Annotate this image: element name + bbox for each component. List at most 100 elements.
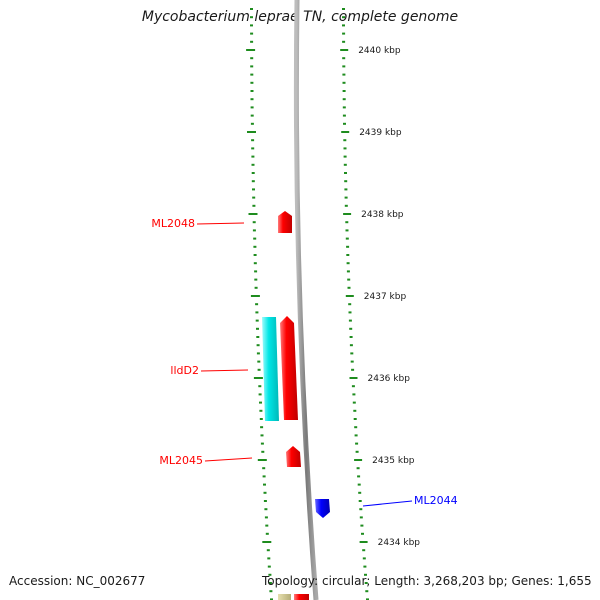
inner-minor-tick xyxy=(263,500,267,502)
inner-minor-tick xyxy=(250,40,254,43)
outer-minor-tick xyxy=(343,147,347,150)
inner-tick-track xyxy=(246,8,273,600)
outer-minor-tick xyxy=(342,106,346,109)
inner-minor-tick xyxy=(266,549,270,552)
inner-minor-tick xyxy=(259,409,263,412)
outer-minor-tick xyxy=(342,32,346,35)
outer-minor-tick xyxy=(342,57,346,60)
inner-minor-tick xyxy=(250,81,254,84)
label-ml2048[interactable]: ML2048 xyxy=(151,217,195,230)
label-ml2044[interactable]: ML2044 xyxy=(414,494,458,507)
inner-minor-tick xyxy=(250,16,253,19)
outer-minor-tick xyxy=(343,155,347,158)
inner-minor-tick xyxy=(250,24,253,27)
ruler-label: 2440 kbp xyxy=(358,46,401,56)
inner-minor-tick xyxy=(250,122,254,125)
outer-minor-tick xyxy=(359,508,363,511)
outer-minor-tick xyxy=(344,180,348,183)
inner-minor-tick xyxy=(256,336,260,338)
outer-minor-tick xyxy=(358,491,362,494)
outer-minor-tick xyxy=(348,311,352,314)
outer-minor-tick xyxy=(351,368,355,371)
inner-minor-tick xyxy=(251,155,255,158)
inner-minor-tick xyxy=(250,73,254,76)
outer-minor-tick xyxy=(352,401,356,404)
outer-minor-tick xyxy=(365,590,369,593)
inner-minor-tick xyxy=(255,303,259,306)
inner-minor-tick xyxy=(258,393,262,396)
inner-minor-tick xyxy=(252,188,255,191)
outer-minor-tick xyxy=(342,114,346,117)
feature-ml2044[interactable] xyxy=(315,499,330,518)
inner-minor-tick xyxy=(269,590,273,593)
outer-minor-tick xyxy=(357,483,361,486)
map-title: Mycobacterium leprae TN, complete genome xyxy=(141,9,459,25)
feature-lldd2[interactable] xyxy=(280,316,298,420)
inner-minor-tick xyxy=(263,483,266,486)
outer-minor-tick xyxy=(342,73,346,76)
outer-minor-tick xyxy=(346,262,350,265)
inner-minor-tick xyxy=(257,368,261,371)
inner-minor-tick xyxy=(253,237,257,240)
inner-minor-tick xyxy=(254,286,258,289)
inner-minor-tick xyxy=(251,163,255,166)
ruler-label: 2438 kbp xyxy=(361,210,404,220)
inner-minor-tick xyxy=(262,475,266,478)
inner-minor-tick xyxy=(259,401,262,404)
inner-minor-tick xyxy=(252,196,256,199)
outer-minor-tick xyxy=(349,336,353,338)
inner-minor-tick xyxy=(251,147,255,150)
inner-minor-tick xyxy=(260,434,264,437)
label-ml2045[interactable]: ML2045 xyxy=(159,454,203,467)
outer-minor-tick xyxy=(347,278,351,281)
leader-ml2048 xyxy=(196,222,245,225)
feature-ml2045[interactable] xyxy=(286,446,301,467)
inner-minor-tick xyxy=(256,327,259,330)
inner-minor-tick xyxy=(257,360,261,363)
inner-minor-tick xyxy=(250,106,254,109)
ruler-label: 2436 kbp xyxy=(368,374,411,384)
outer-minor-tick xyxy=(362,557,366,560)
outer-minor-tick xyxy=(342,65,346,68)
inner-minor-tick xyxy=(259,418,263,420)
inner-minor-tick xyxy=(250,90,254,92)
label-lldd2[interactable]: lldD2 xyxy=(170,364,199,377)
inner-major-tick xyxy=(262,541,272,543)
feature-ml2048[interactable] xyxy=(278,211,292,233)
feature-cyan-block[interactable] xyxy=(262,317,279,421)
inner-minor-tick xyxy=(250,32,254,35)
inner-minor-tick xyxy=(264,516,268,519)
inner-minor-tick xyxy=(253,254,257,256)
inner-minor-tick xyxy=(258,385,262,388)
outer-minor-tick xyxy=(358,500,362,502)
inner-minor-tick xyxy=(252,221,256,224)
outer-minor-tick xyxy=(343,122,346,125)
outer-major-tick xyxy=(349,377,358,379)
inner-minor-tick xyxy=(250,57,254,60)
inner-minor-tick xyxy=(270,598,273,600)
inner-minor-tick xyxy=(268,582,272,584)
outer-minor-tick xyxy=(342,90,346,92)
leader-ml2045 xyxy=(204,457,253,462)
outer-minor-tick xyxy=(342,81,346,84)
outer-minor-tick xyxy=(345,237,349,240)
inner-minor-tick xyxy=(250,8,253,10)
outer-major-tick xyxy=(343,213,352,215)
inner-major-tick xyxy=(253,377,263,379)
inner-minor-tick xyxy=(260,426,264,429)
outer-minor-tick xyxy=(342,40,346,43)
inner-minor-tick xyxy=(252,229,256,232)
outer-major-tick xyxy=(359,541,368,543)
feature-bottom-blocks xyxy=(278,594,309,600)
inner-minor-tick xyxy=(262,467,266,470)
inner-major-tick xyxy=(246,49,256,51)
inner-minor-tick xyxy=(256,344,260,347)
inner-minor-tick xyxy=(253,245,257,248)
inner-minor-tick xyxy=(250,98,254,101)
inner-major-tick xyxy=(248,213,258,215)
inner-minor-tick xyxy=(252,204,256,207)
inner-minor-tick xyxy=(254,270,258,273)
inner-minor-tick xyxy=(261,450,265,453)
ruler-label: 2435 kbp xyxy=(372,456,415,466)
